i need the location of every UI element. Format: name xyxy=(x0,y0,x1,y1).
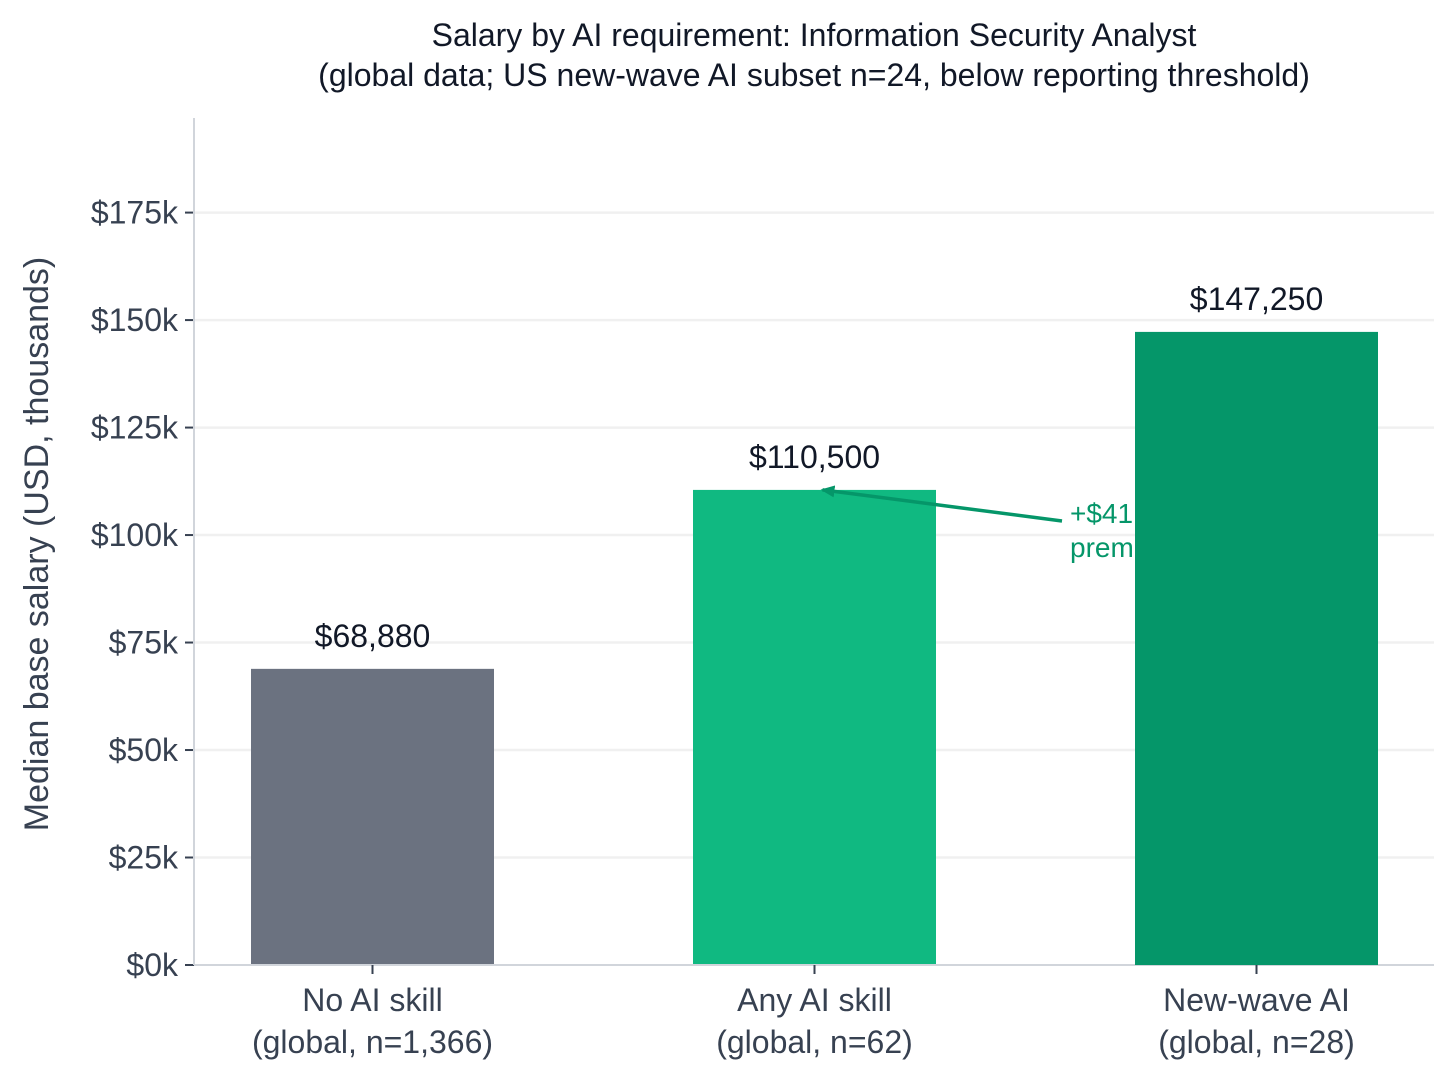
x-tick-label: No AI skill xyxy=(302,982,442,1018)
labels-layer: $0k $25k $50k $75k $100k $125k $150k $175k $68,8… xyxy=(91,195,1355,1060)
x-tick-label: Any AI skill xyxy=(737,982,892,1018)
annotation-text: +$41 xyxy=(1070,498,1133,529)
y-tick-label: $25k xyxy=(109,840,179,876)
bars-layer xyxy=(251,489,936,965)
data-label: $110,500 xyxy=(749,439,880,475)
y-tick-label: $50k xyxy=(109,732,179,768)
x-tick-label: (global, n=28) xyxy=(1158,1024,1355,1060)
y-tick-label: $75k xyxy=(109,625,179,661)
data-label: $68,880 xyxy=(315,618,431,654)
annotation-text: prem xyxy=(1070,532,1134,563)
annotation-arrow xyxy=(820,485,1063,523)
y-tick-label: $150k xyxy=(91,302,179,338)
x-tick-label: (global, n=62) xyxy=(716,1024,913,1060)
y-tick-label: $125k xyxy=(91,410,179,446)
y-tick-label: $100k xyxy=(91,517,179,553)
chart-subtitle: (global data; US new-wave AI subset n=24… xyxy=(318,57,1310,93)
x-tick-label: (global, n=1,366) xyxy=(252,1024,493,1060)
bar-2 xyxy=(1135,331,1378,965)
bar-overlay-layer xyxy=(1135,331,1378,965)
data-label: $147,250 xyxy=(1190,281,1323,317)
y-axis-label: Median base salary (USD, thousands) xyxy=(18,257,56,832)
x-tick-label: New-wave AI xyxy=(1163,982,1350,1018)
chart-title: Salary by AI requirement: Information Se… xyxy=(432,17,1197,53)
bar-0 xyxy=(251,668,494,965)
y-tick-label: $0k xyxy=(126,947,179,983)
y-tick-label: $175k xyxy=(91,195,179,231)
bar-1 xyxy=(693,489,936,965)
